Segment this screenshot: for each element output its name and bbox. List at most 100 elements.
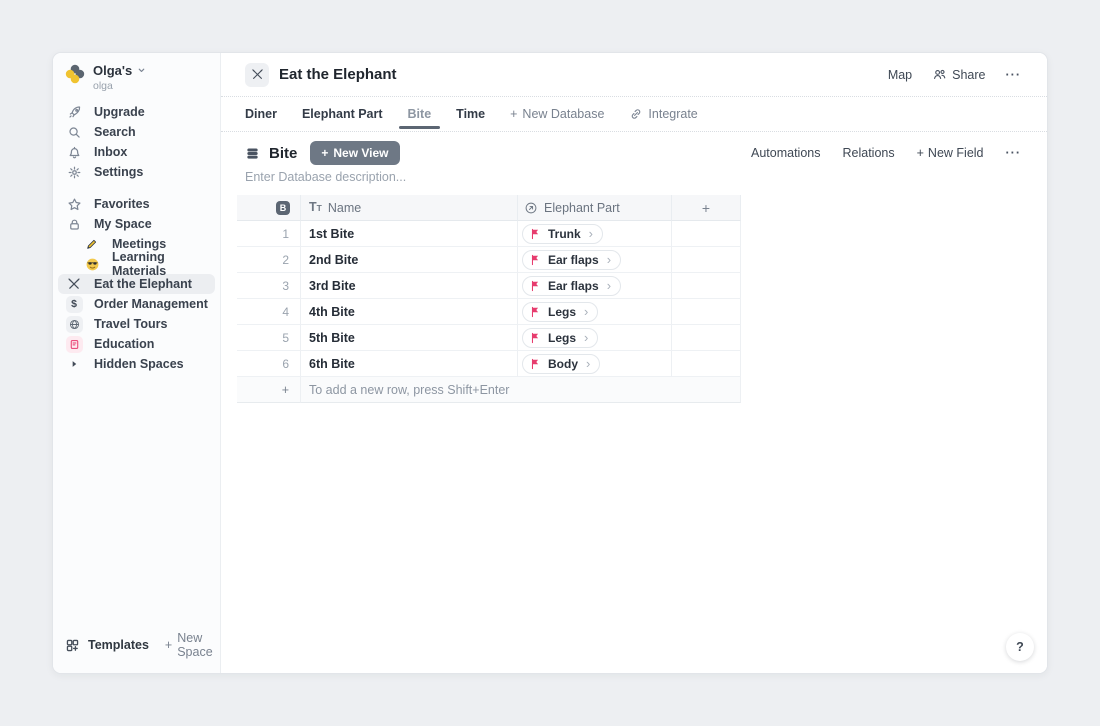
relation-pill[interactable]: Body › [522,353,601,374]
open-entity-chevron-icon[interactable]: › [586,356,591,371]
new-field-label: New Field [927,146,984,160]
row-number[interactable]: 4 [237,299,301,325]
relation-pill[interactable]: Trunk › [522,223,604,244]
automations-button[interactable]: Automations [751,146,821,160]
sidebar-item-meetings[interactable]: Meetings [58,234,215,254]
rocket-icon [65,103,83,121]
row-number[interactable]: 5 [237,325,301,351]
help-button[interactable]: ? [1006,633,1034,661]
relation-icon [524,201,538,215]
cell-name[interactable]: 3rd Bite [301,273,518,299]
database-tabs: Diner Elephant Part Bite Time + New Data… [221,97,1047,132]
sidebar-item-eat-the-elephant[interactable]: Eat the Elephant [58,274,215,294]
plus-icon: + [510,107,518,121]
open-entity-chevron-icon[interactable]: › [606,252,612,267]
cell-elephant-part: Legs › [518,299,672,325]
tab-time[interactable]: Time [456,107,486,121]
cell-name[interactable]: 2nd Bite [301,247,518,273]
sidebar-item-label: Learning Materials [112,250,167,278]
tab-bite[interactable]: Bite [398,97,440,131]
new-view-label: New View [333,146,389,160]
relation-pill[interactable]: Legs › [522,327,599,348]
main-area: Eat the Elephant Map Share ··· Diner Ele… [221,53,1047,673]
sidebar-item-hidden-spaces[interactable]: Hidden Spaces [58,354,215,374]
relation-label: Trunk [548,226,581,241]
cell-elephant-part: Trunk › [518,221,672,247]
sidebar-item-learning-materials[interactable]: Learning Materials [58,250,215,278]
cell-name[interactable]: 1st Bite [301,221,518,247]
relations-button[interactable]: Relations [842,146,895,160]
row-number[interactable]: 6 [237,351,301,377]
open-entity-chevron-icon[interactable]: › [584,330,589,345]
space-header: Eat the Elephant Map Share ··· [221,53,1047,97]
sidebar-item-my-space[interactable]: My Space [58,214,215,234]
page-title: Eat the Elephant [279,66,397,83]
sidebar-item-education[interactable]: Education [58,334,215,354]
sidebar: Olga's olga Upgrade Search [53,53,221,673]
table-header-select[interactable]: B [237,195,301,221]
flag-icon [531,254,539,265]
gear-icon [65,163,83,181]
view-more-button[interactable]: ··· [1005,146,1021,160]
cell-elephant-part: Ear flaps › [518,247,672,273]
open-entity-chevron-icon[interactable]: › [588,226,594,241]
cell-name[interactable]: 4th Bite [301,299,518,325]
workspace-switcher[interactable]: Olga's olga [53,61,220,96]
sidebar-item-upgrade[interactable]: Upgrade [58,102,215,122]
cell-empty [672,247,741,273]
cell-empty [672,273,741,299]
flag-icon [531,358,539,369]
link-icon [632,109,641,119]
map-button[interactable]: Map [887,67,913,82]
new-field-button[interactable]: + New Field [917,146,984,160]
cell-elephant-part: Body › [518,351,672,377]
open-entity-chevron-icon[interactable]: › [584,304,589,319]
cell-name[interactable]: 6th Bite [301,351,518,377]
row-number[interactable]: 2 [237,247,301,273]
crossed-utensils-icon [65,275,83,293]
sidebar-item-favorites[interactable]: Favorites [58,194,215,214]
add-row-button[interactable]: + [237,377,301,403]
share-label: Share [952,67,986,82]
sidebar-footer: Templates + New Space [53,619,220,673]
relation-pill[interactable]: Legs › [522,301,599,322]
row-number[interactable]: 3 [237,273,301,299]
database-description-input[interactable]: Enter Database description... [245,170,407,184]
plus-icon: + [321,146,329,160]
workspace-logo-icon [65,64,85,84]
tab-diner[interactable]: Diner [245,107,277,121]
new-view-button[interactable]: + New View [310,141,400,165]
open-entity-chevron-icon[interactable]: › [606,278,612,293]
column-header-name[interactable]: TT Name [301,195,518,221]
sidebar-item-settings[interactable]: Settings [58,162,215,182]
bell-icon [65,143,83,161]
integrate-button[interactable]: Integrate [629,107,698,121]
templates-button[interactable]: Templates [65,638,149,653]
sidebar-item-inbox[interactable]: Inbox [58,142,215,162]
relation-label: Legs [548,304,577,319]
database-stack-icon [247,147,258,159]
sidebar-item-label: Eat the Elephant [94,277,192,291]
sidebar-item-travel-tours[interactable]: Travel Tours [58,314,215,334]
new-space-label: New Space [177,631,213,659]
relation-pill[interactable]: Ear flaps › [522,275,622,296]
cell-empty [672,325,741,351]
relation-label: Ear flaps [548,252,599,267]
row-number[interactable]: 1 [237,221,301,247]
new-space-button[interactable]: + New Space [165,631,213,659]
new-database-button[interactable]: + New Database [510,107,604,121]
add-column-button[interactable]: + [672,195,741,221]
sidebar-item-order-management[interactable]: $ Order Management [58,294,215,314]
tab-elephant-part[interactable]: Elephant Part [301,107,383,121]
header-more-button[interactable]: ··· [1005,67,1021,82]
sidebar-nav: Upgrade Search Inbox Settings [53,102,220,182]
column-header-elephant-part[interactable]: Elephant Part [518,195,672,221]
sidebar-item-search[interactable]: Search [58,122,215,142]
relation-pill[interactable]: Ear flaps › [522,249,622,270]
sidebar-item-label: My Space [94,217,152,231]
add-row-hint[interactable]: To add a new row, press Shift+Enter [301,377,741,403]
flag-icon [531,332,539,343]
cell-name[interactable]: 5th Bite [301,325,518,351]
sidebar-item-label: Order Management [94,297,208,311]
share-button[interactable]: Share [932,67,986,82]
